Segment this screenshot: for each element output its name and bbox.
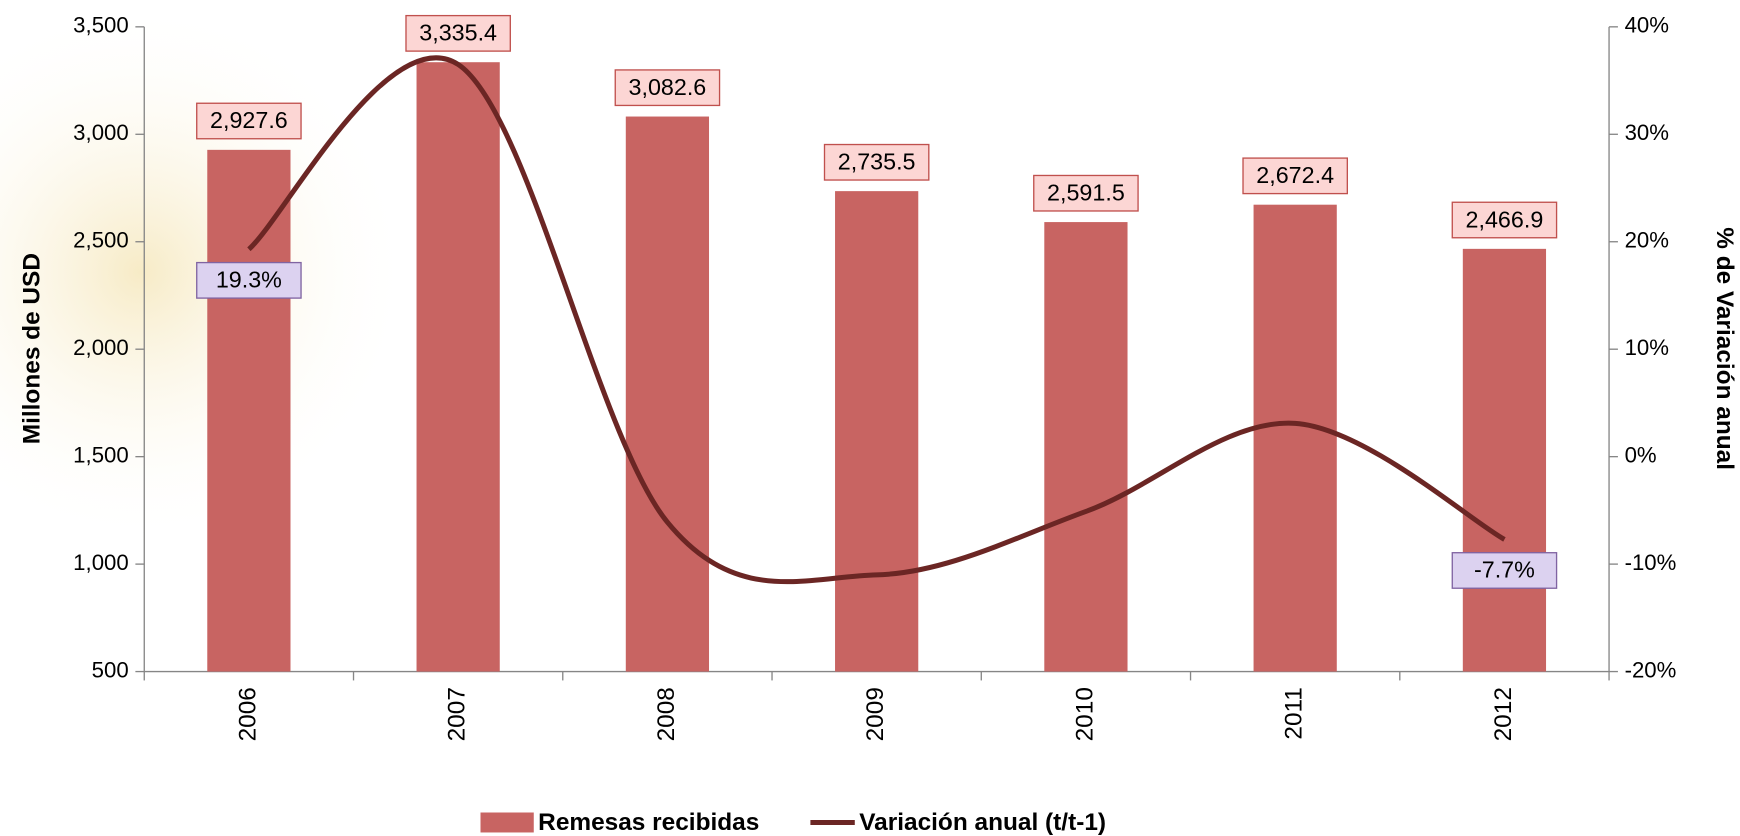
bar	[1462, 248, 1547, 672]
data-label-text: 2,591.5	[1047, 179, 1125, 205]
y-tick-label: 3,500	[73, 13, 129, 38]
y2-tick-label: 10%	[1625, 335, 1669, 360]
x-tick-label: 2011	[1281, 687, 1308, 739]
y2-tick-label: 40%	[1625, 13, 1669, 38]
data-label-box	[823, 143, 930, 181]
x-tick-label: 2008	[653, 687, 680, 741]
bar	[207, 149, 291, 672]
y-tick-label: 2,000	[73, 335, 129, 360]
y2-tick-label: 20%	[1625, 228, 1669, 253]
x-tick-label: 2007	[444, 687, 471, 741]
y2-tick-label: -10%	[1625, 550, 1677, 575]
bar	[416, 62, 500, 672]
y2-tick-label: 0%	[1625, 443, 1657, 468]
data-label-box	[405, 14, 511, 52]
data-label-text: 3,335.4	[419, 20, 497, 46]
data-label-text: 2,735.5	[838, 149, 916, 175]
y2-tick-label: 30%	[1625, 120, 1669, 145]
data-label-text: 2,672.4	[1256, 162, 1334, 188]
y-tick-label: 3,000	[73, 120, 129, 145]
data-label: 2,591.5	[1033, 174, 1139, 212]
data-label-box	[1451, 201, 1558, 239]
data-label: -7.7%	[1451, 552, 1558, 589]
bar	[1044, 222, 1128, 672]
bar	[625, 116, 710, 672]
line	[247, 55, 1506, 585]
data-label-text: 2,466.9	[1466, 206, 1544, 232]
x-tick-label: 2006	[234, 687, 261, 741]
y-tick-label: 1,000	[73, 550, 129, 575]
data-label: 2,927.6	[196, 102, 302, 140]
legend-swatch	[480, 812, 534, 833]
data-label: 2,466.9	[1451, 201, 1558, 239]
y2-tick-label: -20%	[1625, 657, 1677, 682]
data-label-text: 2,927.6	[210, 107, 288, 133]
data-label: 2,735.5	[823, 143, 930, 181]
data-label-box	[196, 261, 302, 299]
data-label-box	[1242, 157, 1348, 195]
data-label: 3,082.6	[614, 69, 721, 107]
x-tick-label: 2012	[1490, 687, 1517, 741]
data-label-box	[196, 102, 302, 140]
legend-label: Remesas recibidas	[538, 809, 759, 836]
y-axis-title: Millones de USD	[19, 253, 46, 444]
data-label-text: -7.7%	[1474, 557, 1535, 583]
data-label: 3,335.4	[405, 14, 511, 52]
data-label: 19.3%	[196, 261, 302, 299]
bar	[1253, 204, 1337, 672]
x-tick-label: 2010	[1071, 687, 1098, 741]
y2-axis-title: % de Variación anual	[1711, 227, 1738, 470]
data-label-text: 3,082.6	[629, 74, 707, 100]
data-label-box	[614, 69, 721, 107]
data-label-text: 19.3%	[216, 267, 282, 293]
data-label-box	[1033, 174, 1139, 212]
y-tick-label: 500	[92, 657, 129, 682]
y-tick-label: 1,500	[73, 443, 129, 468]
legend-label: Variación anual (t/t-1)	[859, 809, 1106, 836]
x-tick-label: 2009	[862, 687, 889, 741]
data-label-box	[1451, 552, 1558, 589]
data-label: 2,672.4	[1242, 157, 1348, 195]
y-tick-label: 2,500	[73, 228, 129, 253]
bar	[835, 191, 919, 672]
